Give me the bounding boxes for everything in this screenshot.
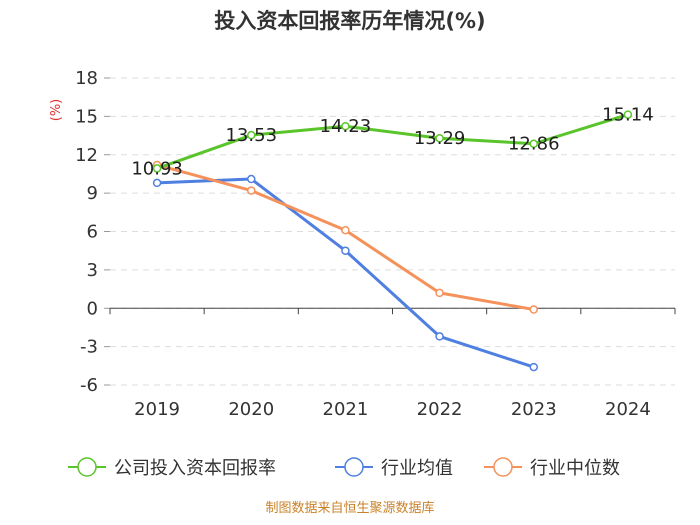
- data-point: [341, 121, 350, 131]
- x-tick-label: 2021: [323, 399, 369, 420]
- series-line: [157, 177, 535, 369]
- x-tick-label: 2019: [134, 399, 180, 420]
- data-point: [247, 186, 256, 195]
- data-point: [152, 164, 162, 173]
- data-label: 15.14: [602, 105, 654, 126]
- y-tick-label: 12: [75, 145, 98, 166]
- data-point: [435, 133, 444, 143]
- x-tick-label: 2020: [228, 399, 274, 420]
- series-line: [156, 113, 629, 170]
- legend-marker: [344, 457, 364, 477]
- data-point: [529, 139, 538, 148]
- source-note: 制图数据来自恒生聚源数据库: [265, 500, 434, 516]
- data-label: 10.93: [131, 158, 183, 179]
- y-tick-label: 3: [87, 260, 98, 281]
- data-point: [341, 225, 350, 235]
- chart-title: 投入资本回报率历年情况(%): [214, 9, 485, 33]
- data-point: [529, 362, 538, 372]
- y-axis-label: (%): [49, 99, 64, 122]
- y-tick-label: -3: [80, 337, 98, 358]
- legend-label: 行业均值: [381, 458, 453, 479]
- y-tick-label: 9: [87, 183, 98, 204]
- data-point: [529, 305, 538, 314]
- y-tick-label: 6: [87, 222, 98, 243]
- data-point: [247, 130, 256, 140]
- series-line: [156, 163, 535, 312]
- data-label: 13.53: [225, 125, 277, 146]
- x-tick-label: 2022: [417, 399, 463, 420]
- grid: [110, 77, 675, 386]
- data-point: [152, 178, 162, 188]
- data-point: [623, 110, 633, 119]
- y-tick-label: 18: [75, 68, 98, 89]
- y-tick-label: 0: [87, 298, 98, 319]
- data-point: [247, 174, 256, 184]
- data-label: 13.29: [414, 128, 466, 149]
- legend-label: 公司投入资本回报率: [114, 458, 276, 479]
- legend: 公司投入资本回报率 行业均值 行业中位数: [68, 457, 620, 479]
- data-point: [435, 332, 444, 341]
- data-point: [435, 288, 444, 298]
- legend-marker: [77, 457, 97, 477]
- data-point: [341, 246, 350, 255]
- axes: 18 15 12 9 6 3 0 -3 -6 2019 2020 2021 2022 2023 2024: [75, 68, 676, 420]
- data-label: 14.23: [320, 116, 372, 137]
- x-tick-label: 2023: [511, 399, 557, 420]
- y-tick-label: 15: [75, 106, 98, 127]
- series: 10.93 13.53 14.23 13.29 12.86 15.14: [131, 105, 654, 372]
- y-tick-label: -6: [80, 375, 98, 396]
- data-label: 12.86: [508, 134, 560, 155]
- legend-marker: [493, 457, 513, 477]
- legend-label: 行业中位数: [530, 458, 620, 479]
- x-tick-label: 2024: [605, 399, 651, 420]
